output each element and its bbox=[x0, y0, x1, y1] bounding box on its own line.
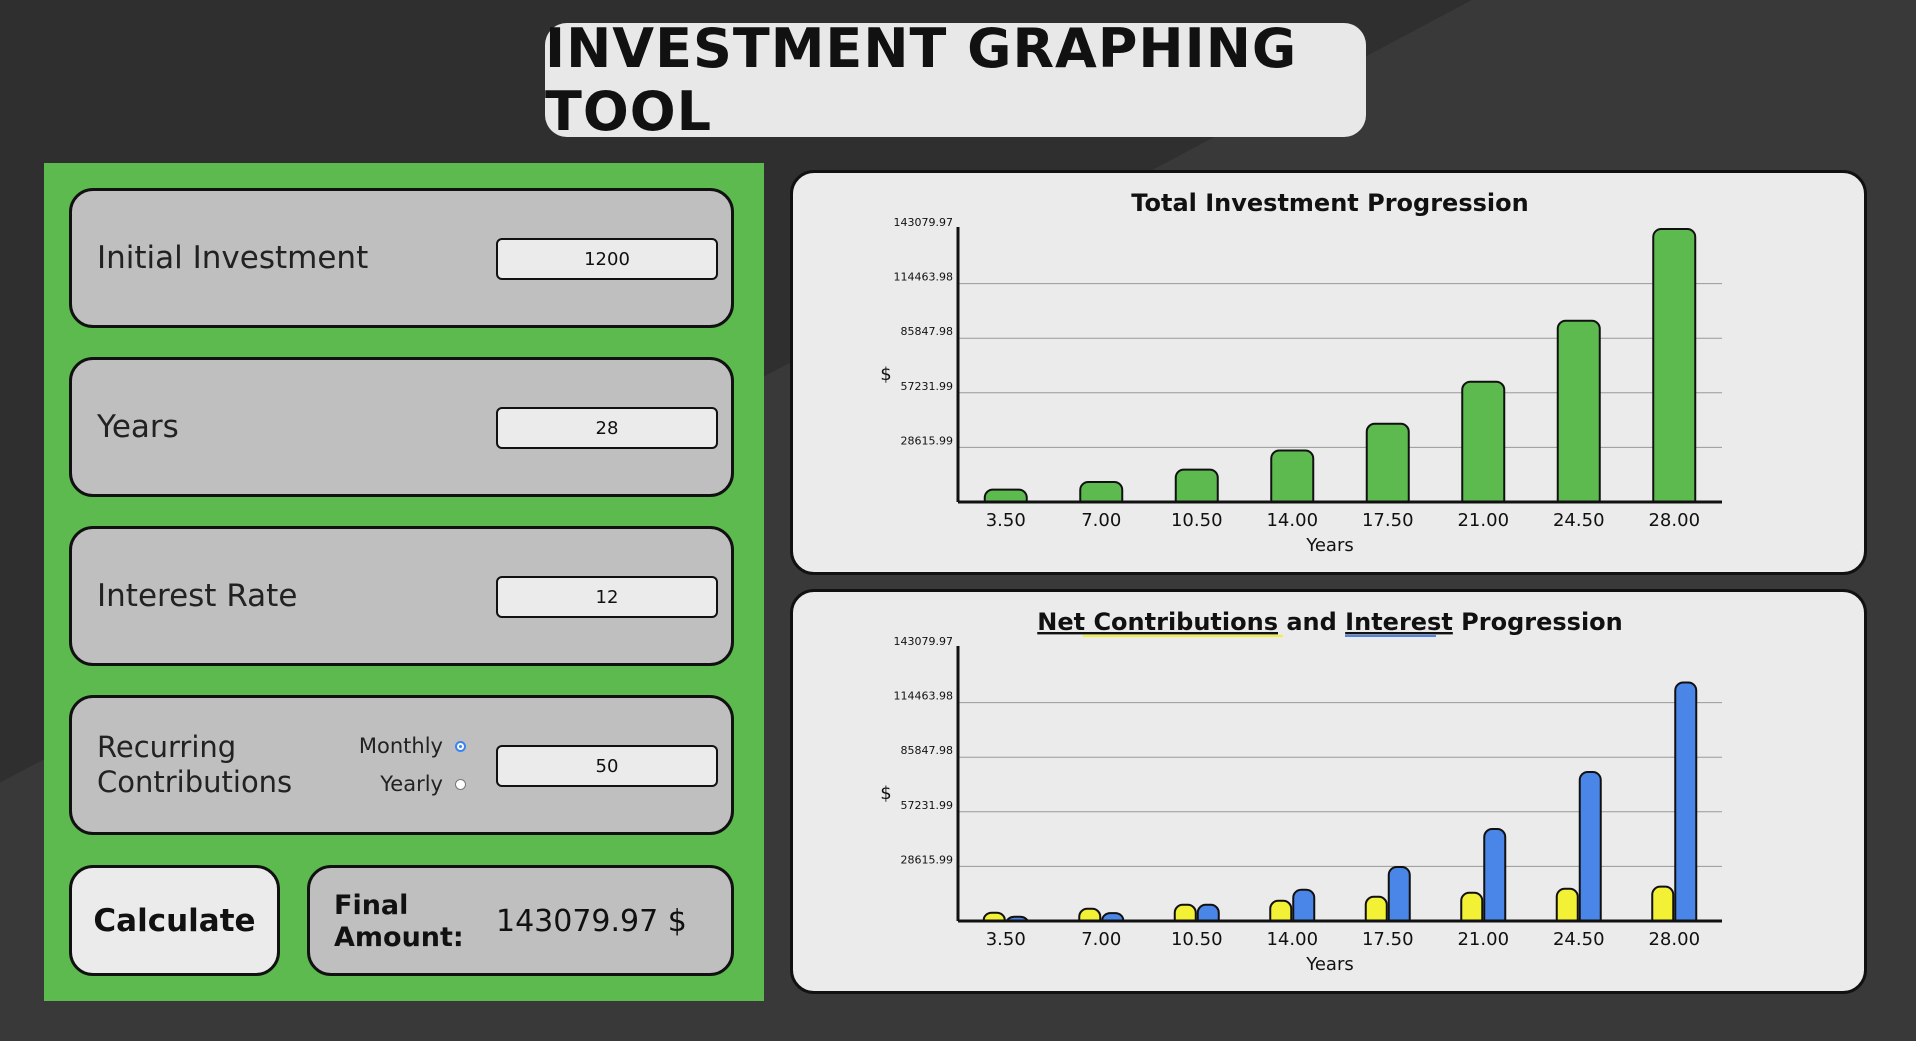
interest-rate-card: Interest Rate bbox=[69, 526, 734, 666]
chart1-bar bbox=[1461, 380, 1506, 509]
chart2-xtick-label: 14.00 bbox=[1266, 929, 1318, 950]
chart1-xtick-label: 17.50 bbox=[1362, 510, 1414, 531]
chart2-title-interest: Interest bbox=[1345, 608, 1453, 636]
monthly-radio[interactable] bbox=[455, 740, 466, 752]
chart1-xtick-label: 24.50 bbox=[1553, 510, 1605, 531]
chart1-ytick-label: 28615.99 bbox=[901, 434, 954, 447]
final-amount-value: 143079.97 $ bbox=[496, 904, 687, 939]
monthly-label: Monthly bbox=[358, 734, 443, 758]
final-amount-card: Final Amount: 143079.97 $ bbox=[307, 865, 734, 976]
recurring-contributions-card: Recurring Contributions Monthly Yearly bbox=[69, 695, 734, 835]
contributions-interest-chart: Net Contributions and Interest Progressi… bbox=[880, 608, 1732, 975]
yearly-radio[interactable] bbox=[455, 778, 466, 790]
recurring-label-line2: Contributions bbox=[97, 765, 293, 799]
final-label-line1: Final bbox=[334, 890, 409, 921]
chart2-xtick-label: 21.00 bbox=[1457, 929, 1509, 950]
recurring-contributions-label: Recurring Contributions bbox=[97, 730, 292, 800]
chart2-xtick-label: 17.50 bbox=[1362, 929, 1414, 950]
chart1-ytick-label: 57231.99 bbox=[901, 380, 954, 393]
chart2-xtick-label: 28.00 bbox=[1648, 929, 1700, 950]
page-title: INVESTMENT GRAPHING TOOL bbox=[545, 17, 1298, 143]
chart2-ytick-label: 28615.99 bbox=[901, 853, 954, 866]
chart1-xtick-label: 7.00 bbox=[1081, 510, 1121, 531]
chart1-xtick-label: 28.00 bbox=[1648, 510, 1700, 531]
chart2-title-contributions: Net Contributions bbox=[1037, 608, 1278, 636]
input-panel: Initial Investment Years Interest Rate R… bbox=[44, 163, 764, 1001]
total-investment-chart: Total Investment Progression 28615.99 572… bbox=[880, 189, 1732, 556]
years-label: Years bbox=[97, 409, 179, 445]
total-investment-chart-card: Total Investment Progression 28615.99 572… bbox=[790, 170, 1867, 575]
chart2-bar bbox=[1483, 828, 1507, 928]
chart1-axis-mask bbox=[958, 503, 1732, 513]
recurring-label-line1: Recurring bbox=[97, 730, 237, 764]
chart2-title-and: and bbox=[1278, 608, 1345, 636]
chart2-ylabel: $ bbox=[880, 783, 891, 804]
chart2-bar bbox=[1578, 770, 1602, 928]
yearly-option[interactable]: Yearly bbox=[380, 772, 466, 796]
chart1-xlabel: Years bbox=[1305, 535, 1354, 556]
interest-rate-input[interactable] bbox=[496, 576, 718, 618]
initial-investment-card: Initial Investment bbox=[69, 188, 734, 328]
chart2-ytick-label: 143079.97 bbox=[894, 635, 954, 648]
chart1-ytick-label: 85847.98 bbox=[901, 325, 954, 338]
chart1-bar bbox=[1365, 422, 1410, 510]
chart2-ytick-label: 114463.98 bbox=[894, 690, 954, 703]
monthly-option[interactable]: Monthly bbox=[359, 734, 466, 758]
contributions-interest-chart-card: Net Contributions and Interest Progressi… bbox=[790, 589, 1867, 994]
chart2-axis-mask bbox=[958, 922, 1732, 932]
chart2-xtick-label: 24.50 bbox=[1553, 929, 1605, 950]
chart1-bar bbox=[1270, 449, 1315, 510]
final-amount-label: Final Amount: bbox=[334, 890, 464, 954]
chart1-bar bbox=[1556, 319, 1601, 509]
header-title-box: INVESTMENT GRAPHING TOOL bbox=[545, 17, 1366, 143]
final-label-line2: Amount: bbox=[334, 922, 464, 953]
years-input[interactable] bbox=[496, 407, 718, 449]
chart1-xtick-label: 3.50 bbox=[986, 510, 1026, 531]
initial-investment-input[interactable] bbox=[496, 238, 718, 280]
chart2-bar bbox=[1674, 681, 1698, 929]
chart1-ylabel: $ bbox=[880, 364, 891, 385]
yearly-label: Yearly bbox=[380, 772, 443, 796]
years-card: Years bbox=[69, 357, 734, 497]
chart2-xtick-label: 7.00 bbox=[1081, 929, 1121, 950]
chart1-ytick-label: 143079.97 bbox=[894, 216, 954, 229]
chart1-bar bbox=[1652, 228, 1697, 509]
chart2-title-progression: Progression bbox=[1453, 608, 1623, 636]
recurring-contribution-input[interactable] bbox=[496, 745, 718, 787]
chart2-bar bbox=[1387, 866, 1411, 929]
calculate-button[interactable]: Calculate bbox=[69, 865, 280, 976]
chart1-xtick-label: 14.00 bbox=[1266, 510, 1318, 531]
chart2-xtick-label: 10.50 bbox=[1171, 929, 1223, 950]
chart1-xtick-label: 21.00 bbox=[1457, 510, 1509, 531]
chart2-xlabel: Years bbox=[1305, 954, 1354, 975]
chart1-title: Total Investment Progression bbox=[1131, 189, 1528, 217]
initial-investment-label: Initial Investment bbox=[97, 240, 369, 276]
chart2-title: Net Contributions and Interest Progressi… bbox=[1037, 608, 1623, 636]
chart1-xtick-label: 10.50 bbox=[1171, 510, 1223, 531]
interest-rate-label: Interest Rate bbox=[97, 578, 298, 614]
chart2-xtick-label: 3.50 bbox=[986, 929, 1026, 950]
chart2-ytick-label: 85847.98 bbox=[901, 744, 954, 757]
chart1-ytick-label: 114463.98 bbox=[894, 271, 954, 284]
chart2-ytick-label: 57231.99 bbox=[901, 799, 954, 812]
